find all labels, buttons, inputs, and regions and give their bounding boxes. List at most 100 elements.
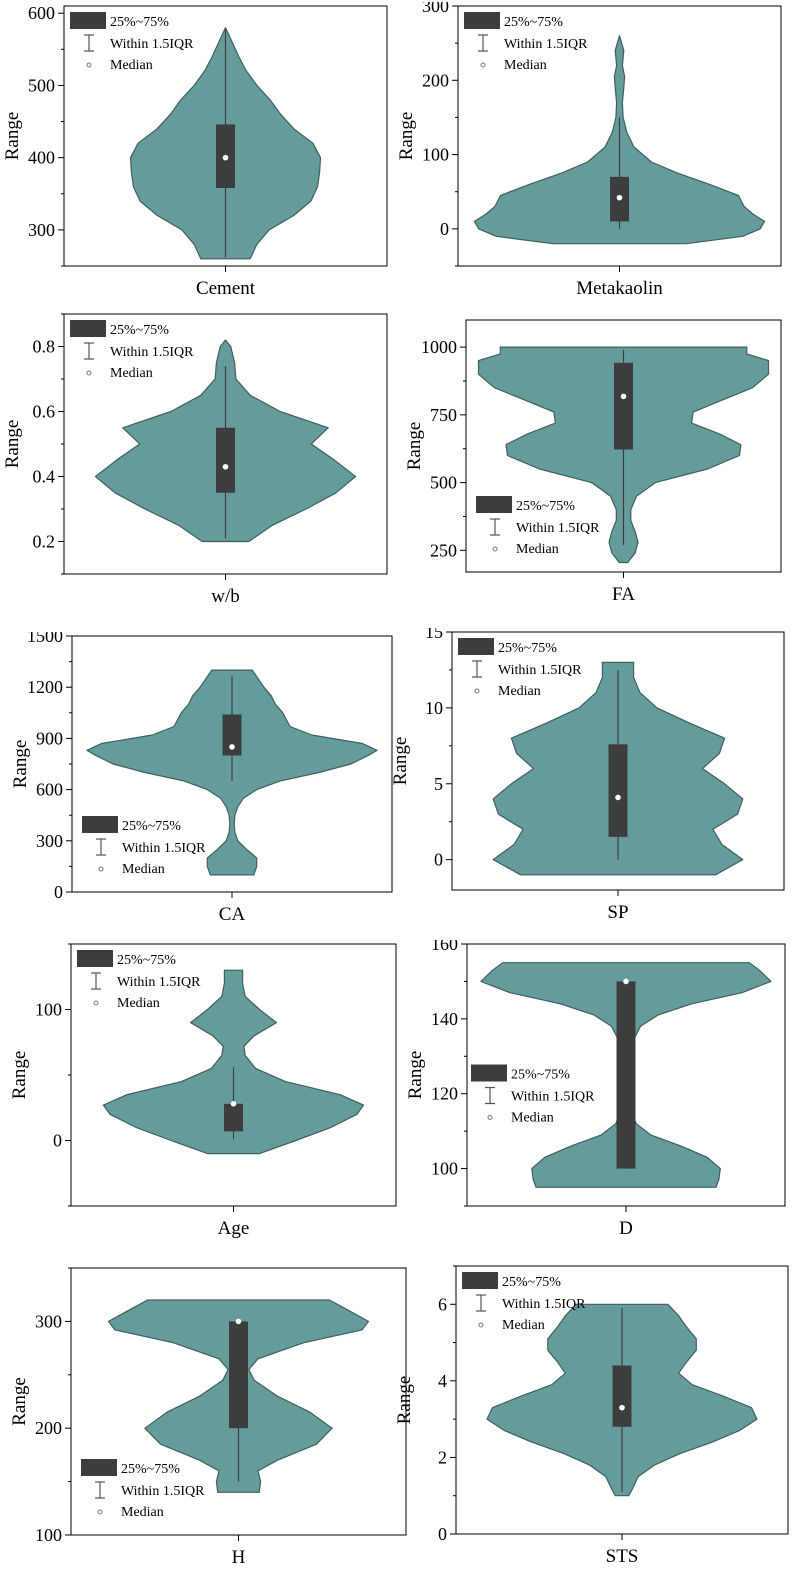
legend-median-label: Median [110, 58, 153, 73]
chart-fa: 250 500 750 1000 Range FA 25%~75% Within 1.5IQR… [404, 319, 782, 605]
y-tick-label: 0 [54, 882, 63, 902]
y-tick-label: 15 [425, 628, 443, 642]
legend-box-swatch [476, 496, 512, 513]
median-dot [619, 1404, 625, 1411]
y-tick-label: 0 [434, 850, 443, 870]
legend-box-swatch [81, 1459, 117, 1476]
y-tick-label: 100 [431, 1159, 458, 1179]
y-tick-label: 0 [53, 1131, 62, 1151]
legend-median-icon [98, 866, 104, 872]
x-axis-label: Age [218, 1218, 250, 1239]
legend-whisker-label: Within 1.5IQR [121, 1484, 205, 1499]
y-tick-label: 900 [36, 728, 63, 748]
chart-w-b: 0.2 0.4 0.6 0.8 Range w/b 25%~75% Within 1.5IQR… [2, 313, 388, 607]
chart-sp: 0 5 10 15 Range SP 25%~75% Within 1.5IQR Median [390, 628, 785, 923]
y-axis-label: Range [390, 737, 411, 786]
x-axis-label: Metakaolin [576, 278, 663, 299]
legend: 25%~75% Within 1.5IQR Median [77, 950, 201, 1011]
y-tick-label: 100 [422, 145, 449, 165]
iqr-box [216, 427, 235, 493]
y-tick-label: 0 [438, 1524, 447, 1544]
violin-body [102, 969, 365, 1155]
y-tick-label: 0.8 [33, 337, 56, 357]
y-tick-label: 750 [430, 405, 457, 425]
legend-median-label: Median [117, 996, 160, 1011]
median-dot [623, 978, 629, 985]
legend-box-label: 25%~75% [504, 15, 563, 30]
legend-box-label: 25%~75% [516, 499, 575, 514]
x-axis-label: w/b [211, 586, 240, 607]
legend-median-icon [478, 1322, 484, 1328]
y-tick-label: 140 [431, 1009, 458, 1029]
y-tick-label: 200 [422, 70, 449, 90]
legend-whisker-label: Within 1.5IQR [110, 345, 194, 360]
chart-ca: 0 300 600 900 1200 1500 Range CA 25%~75% Within 1… [10, 632, 393, 925]
y-tick-label: 500 [430, 473, 457, 493]
y-tick-label: 4 [438, 1371, 447, 1391]
y-axis-label: Range [9, 1377, 30, 1426]
y-tick-label: 1000 [421, 337, 457, 357]
median-dot [615, 794, 621, 801]
median-dot [235, 1318, 242, 1325]
legend-whisker-label: Within 1.5IQR [502, 1297, 586, 1312]
legend-median-icon [86, 62, 92, 68]
chart-cement: 300 400 500 600 Range Cement 25%~75% Within 1.5… [2, 3, 388, 299]
y-tick-label: 1200 [27, 677, 63, 697]
y-tick-label: 0 [440, 219, 449, 239]
x-axis-label: SP [607, 902, 628, 923]
legend-median-label: Median [502, 1318, 545, 1333]
legend-box-label: 25%~75% [121, 1462, 180, 1477]
legend-median-icon [474, 688, 480, 694]
legend-box-swatch [70, 12, 106, 29]
y-tick-label: 600 [36, 780, 63, 800]
legend-median-icon [93, 1000, 99, 1006]
y-axis-label: Range [394, 1376, 415, 1425]
y-tick-label: 120 [431, 1084, 458, 1104]
y-axis-label: Range [2, 420, 23, 469]
y-tick-label: 100 [35, 1000, 62, 1020]
legend-box-swatch [458, 638, 494, 655]
iqr-box [612, 1365, 632, 1427]
y-tick-label: 5 [434, 774, 443, 794]
x-axis-label: FA [612, 584, 635, 605]
legend: 25%~75% Within 1.5IQR Median [82, 816, 206, 877]
median-dot [222, 154, 229, 161]
legend-box-swatch [464, 12, 500, 29]
legend: 25%~75% Within 1.5IQR Median [458, 638, 582, 699]
median-dot [229, 744, 235, 750]
legend-median-label: Median [516, 542, 559, 557]
y-tick-label: 400 [28, 148, 55, 168]
legend-box-label: 25%~75% [511, 1068, 570, 1083]
iqr-box [616, 981, 636, 1169]
legend-box-swatch [462, 1272, 498, 1289]
y-tick-label: 250 [430, 540, 457, 560]
legend-median-label: Median [110, 366, 153, 381]
y-tick-label: 300 [36, 831, 63, 851]
x-axis-label: D [619, 1218, 633, 1239]
y-tick-label: 0.4 [33, 467, 56, 487]
x-axis-label: H [232, 1547, 246, 1568]
y-tick-label: 300 [422, 2, 449, 16]
legend-median-icon [97, 1509, 103, 1515]
chart-metakaolin: 0 100 200 300 Range Metakaolin 25%~75% Within 1… [396, 2, 782, 299]
iqr-box [224, 1103, 243, 1132]
legend-box-label: 25%~75% [502, 1275, 561, 1290]
legend-whisker-label: Within 1.5IQR [516, 521, 600, 536]
y-tick-label: 1500 [27, 632, 63, 646]
legend-box-swatch [77, 950, 113, 967]
y-tick-label: 600 [28, 3, 55, 23]
y-axis-label: Range [404, 422, 425, 471]
legend-median-icon [487, 1115, 493, 1121]
legend-whisker-label: Within 1.5IQR [498, 663, 582, 678]
legend: 25%~75% Within 1.5IQR Median [476, 496, 600, 557]
y-tick-label: 500 [28, 75, 55, 95]
legend-median-label: Median [504, 58, 547, 73]
legend-median-label: Median [511, 1111, 554, 1126]
chart-sts: 0 2 4 6 Range STS 25%~75% Within 1.5IQR Median [394, 1265, 789, 1567]
y-axis-label: Range [10, 740, 31, 789]
legend-box-label: 25%~75% [110, 15, 169, 30]
x-axis-label: STS [606, 1546, 639, 1567]
legend-box-swatch [70, 320, 106, 337]
median-dot [620, 393, 627, 400]
legend-box-swatch [82, 816, 118, 833]
